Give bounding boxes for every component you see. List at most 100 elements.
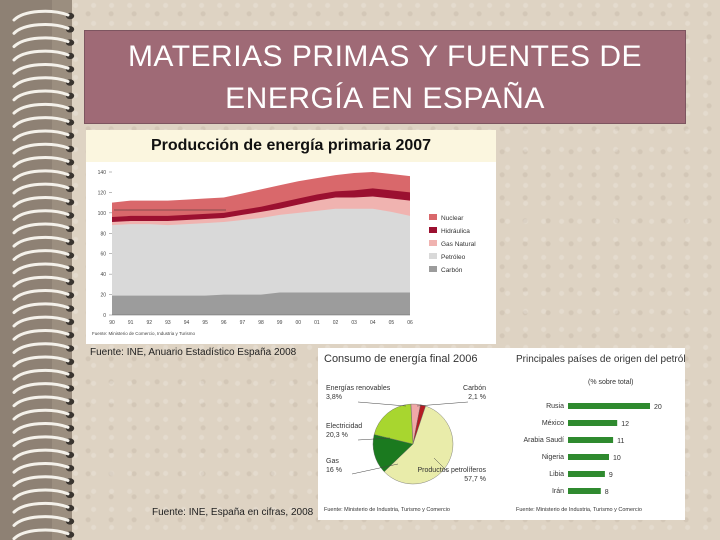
- legend-label: Petróleo: [441, 254, 466, 261]
- legend-swatch: [429, 253, 437, 259]
- pie-value: 3,8%: [326, 394, 342, 401]
- bar: [568, 437, 614, 443]
- spiral-ring: [12, 222, 70, 235]
- pie-label: Electricidad: [326, 423, 362, 430]
- x-tick-label: 04: [370, 320, 376, 326]
- x-tick-label: 98: [258, 320, 264, 326]
- spiral-ring: [12, 329, 70, 341]
- spiral-ring: [12, 249, 70, 261]
- legend-swatch: [429, 266, 437, 272]
- pie-value: 16 %: [326, 467, 342, 474]
- spiral-ring: [12, 302, 70, 315]
- y-tick-label: 0: [103, 313, 106, 319]
- legend-swatch: [429, 214, 437, 220]
- bar-value-label: 10: [613, 455, 621, 462]
- spiral-ring: [12, 448, 70, 461]
- pie-label: Energías renovables: [326, 385, 391, 392]
- energy-production-chart: 0 20 40 60 80 100 120 140 90 91 92 93 94 95 96 97 98 99 00…: [86, 162, 496, 344]
- bar-title: Principales países de origen del petróle…: [516, 354, 685, 365]
- spiral-ring: [12, 528, 70, 540]
- x-tick-label: 91: [128, 320, 134, 326]
- consumption-and-imports-panel: Consumo de energía final 2006 Energías re…: [318, 348, 720, 520]
- slide-title: MATERIAS PRIMAS Y FUENTES DE ENERGÍA EN …: [90, 36, 680, 120]
- spiral-ring: [12, 395, 70, 408]
- bar-category-label: Nigeria: [542, 454, 564, 461]
- x-tick-label: 93: [165, 320, 171, 326]
- legend-label: Nuclear: [441, 215, 464, 222]
- legend-label: Hidráulica: [441, 228, 470, 235]
- x-tick-label: 95: [202, 320, 208, 326]
- spiral-ring: [12, 129, 70, 142]
- pie-slice: [373, 403, 414, 445]
- y-tick-label: 140: [98, 170, 107, 176]
- spiral-ring: [12, 76, 70, 88]
- bar: [568, 403, 650, 409]
- spiral-ring: [12, 368, 70, 381]
- x-tick-label: 00: [295, 320, 301, 326]
- bar: [568, 454, 609, 460]
- x-tick-label: 94: [184, 320, 190, 326]
- bar-note: Fuente: Ministerio de Industria, Turismo…: [516, 507, 642, 513]
- spiral-ring: [12, 275, 70, 288]
- y-tick-label: 60: [100, 252, 106, 258]
- bar: [568, 471, 605, 477]
- spiral-ring: [12, 102, 70, 115]
- pie-value: 2,1 %: [468, 394, 486, 401]
- x-tick-label: 02: [333, 320, 339, 326]
- x-tick-label: 99: [277, 320, 283, 326]
- y-tick-label: 20: [100, 293, 106, 299]
- spiral-ring: [12, 63, 70, 75]
- spiral-ring: [12, 116, 70, 128]
- pie-label: Carbón: [463, 385, 486, 392]
- pie-title: Consumo de energía final 2006: [324, 353, 478, 365]
- x-tick-label: 06: [407, 320, 413, 326]
- x-tick-label: 97: [240, 320, 246, 326]
- spiral-ring: [12, 501, 70, 514]
- pie-slice: [383, 405, 454, 485]
- spiral-ring: [12, 342, 70, 354]
- x-tick-label: 05: [389, 320, 395, 326]
- spiral-ring: [12, 488, 70, 501]
- spiral-ring: [12, 422, 70, 434]
- spiral-ring: [12, 9, 70, 22]
- pie-label: Gas: [326, 458, 339, 465]
- bar-unit: (% sobre total): [588, 379, 634, 386]
- x-tick-label: 96: [221, 320, 227, 326]
- y-tick-label: 40: [100, 272, 106, 278]
- spiral-ring: [12, 408, 70, 421]
- x-tick-label: 01: [314, 320, 320, 326]
- spiral-ring: [12, 156, 70, 168]
- spiral-ring: [12, 89, 70, 102]
- spiral-ring: [12, 182, 70, 195]
- y-tick-label: 100: [98, 211, 107, 217]
- pie-note: Fuente: Ministerio de Industria, Turismo…: [324, 507, 450, 513]
- pie-chart: [372, 403, 454, 485]
- title-line-2: ENERGÍA EN ESPAÑA: [225, 82, 545, 115]
- legend-label: Carbón: [441, 267, 463, 274]
- pie-leader: [433, 457, 449, 473]
- spiral-binding: [0, 0, 75, 540]
- pie-leader: [351, 463, 399, 475]
- spiral-ring: [12, 475, 70, 487]
- source-bottom: Fuente: INE, España en cifras, 2008: [152, 507, 314, 518]
- spiral-ring: [12, 382, 70, 394]
- area-carbon: [112, 292, 410, 315]
- bar-category-label: Rusia: [546, 403, 564, 410]
- chart-note: Fuente: Ministerio de Comercio, Industri…: [92, 331, 196, 336]
- y-tick-label: 80: [100, 231, 106, 237]
- title-line-1: MATERIAS PRIMAS Y FUENTES DE: [127, 40, 643, 73]
- pie-value: 20,3 %: [326, 432, 348, 439]
- bar-value-label: 8: [605, 489, 609, 496]
- spiral-ring: [12, 315, 70, 328]
- pie-label: Productos petrolíferos: [418, 467, 487, 474]
- legend-label: Gas Natural: [441, 241, 476, 248]
- spiral-ring: [12, 435, 70, 448]
- pie-leader: [357, 437, 391, 441]
- spiral-ring: [12, 235, 70, 248]
- spiral-ring: [12, 515, 70, 527]
- spiral-ring: [12, 196, 70, 208]
- bar-value-label: 20: [654, 404, 662, 411]
- spiral-ring: [12, 209, 70, 221]
- bar-category-label: Irán: [552, 488, 564, 495]
- title-box: [84, 30, 686, 124]
